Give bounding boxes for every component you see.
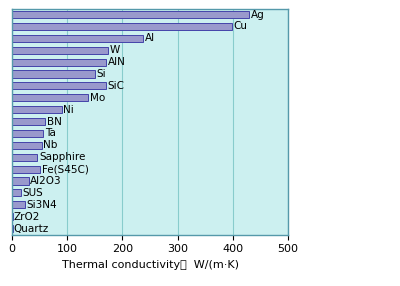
Text: AlN: AlN <box>108 57 125 67</box>
Bar <box>12 142 42 149</box>
Bar <box>12 154 37 161</box>
Bar <box>12 35 143 42</box>
Bar <box>12 23 232 30</box>
Text: Ni: Ni <box>63 105 74 115</box>
Bar <box>12 225 13 232</box>
Text: Cu: Cu <box>233 21 247 31</box>
Bar <box>12 130 44 137</box>
Text: BN: BN <box>47 117 62 126</box>
Text: Sapphire: Sapphire <box>39 152 86 162</box>
Text: Ta: Ta <box>45 128 56 138</box>
Text: Quartz: Quartz <box>13 224 48 234</box>
Text: Mo: Mo <box>90 93 105 103</box>
Text: Al2O3: Al2O3 <box>30 176 62 186</box>
Text: Si: Si <box>96 69 106 79</box>
X-axis label: Thermal conductivity／  W/(m·K): Thermal conductivity／ W/(m·K) <box>62 260 238 270</box>
Bar <box>12 59 106 66</box>
Bar <box>12 70 95 78</box>
Text: Al: Al <box>144 33 155 43</box>
Bar <box>12 201 25 208</box>
Text: Ag: Ag <box>250 9 264 19</box>
Text: SiC: SiC <box>108 81 124 91</box>
Bar <box>12 118 45 125</box>
Bar <box>12 94 88 101</box>
Bar <box>12 177 28 184</box>
Text: ZrO2: ZrO2 <box>14 212 40 222</box>
Text: Nb: Nb <box>44 140 58 150</box>
Text: SUS: SUS <box>22 188 43 198</box>
Bar <box>12 189 21 196</box>
Text: Si3N4: Si3N4 <box>26 200 57 210</box>
Bar <box>12 47 108 54</box>
Text: Fe(S45C): Fe(S45C) <box>42 164 89 174</box>
Bar <box>12 106 62 113</box>
Text: W: W <box>110 45 120 55</box>
Bar <box>12 166 40 173</box>
Bar <box>12 82 106 90</box>
Bar <box>12 11 249 18</box>
Bar <box>12 213 13 220</box>
